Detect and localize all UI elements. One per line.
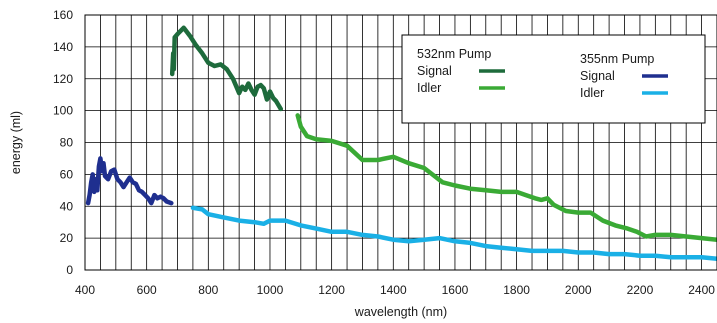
tick-labels: 400 600 800 1000 1200 1400 1600 1800 2000 2200 240… xyxy=(53,8,715,297)
series-line-3 xyxy=(190,205,717,262)
legend-entry-label: Idler xyxy=(580,86,604,100)
legend-entry-label: Signal xyxy=(417,64,452,78)
legend-entry-label: Signal xyxy=(580,69,615,83)
x-tick-label: 2000 xyxy=(565,283,592,297)
legend-group-title: 532nm Pump xyxy=(417,47,491,61)
y-axis-label: energy (ml) xyxy=(9,111,23,174)
x-tick-label: 1800 xyxy=(503,283,530,297)
y-tick-label: 80 xyxy=(60,136,74,150)
y-tick-label: 0 xyxy=(66,263,73,277)
x-tick-label: 1400 xyxy=(380,283,407,297)
y-tick-label: 40 xyxy=(60,199,74,213)
x-tick-label: 400 xyxy=(75,283,95,297)
x-tick-label: 1000 xyxy=(257,283,284,297)
y-tick-label: 120 xyxy=(53,72,73,86)
x-tick-label: 600 xyxy=(137,283,157,297)
y-tick-label: 160 xyxy=(53,8,73,22)
series-line-0 xyxy=(169,25,284,112)
legend: 532nm Pump Signal Idler 355nm Pump Signal Idl… xyxy=(401,34,706,124)
legend-box xyxy=(401,34,706,124)
plot-frame xyxy=(84,14,717,271)
y-tick-label: 100 xyxy=(53,104,73,118)
x-tick-label: 2400 xyxy=(688,283,715,297)
y-tick-label: 60 xyxy=(60,167,74,181)
x-tick-label: 1200 xyxy=(318,283,345,297)
x-tick-label: 2200 xyxy=(627,283,654,297)
legend-group-title: 355nm Pump xyxy=(580,52,654,66)
x-tick-label: 1600 xyxy=(442,283,469,297)
x-axis-label: wavelength (nm) xyxy=(354,305,447,319)
series-line-1 xyxy=(295,113,717,242)
y-tick-label: 20 xyxy=(60,231,74,245)
y-tick-label: 140 xyxy=(53,40,73,54)
x-tick-label: 800 xyxy=(198,283,218,297)
legend-entry-label: Idler xyxy=(417,81,441,95)
series-layer xyxy=(85,25,717,262)
series-line-2 xyxy=(85,156,174,206)
